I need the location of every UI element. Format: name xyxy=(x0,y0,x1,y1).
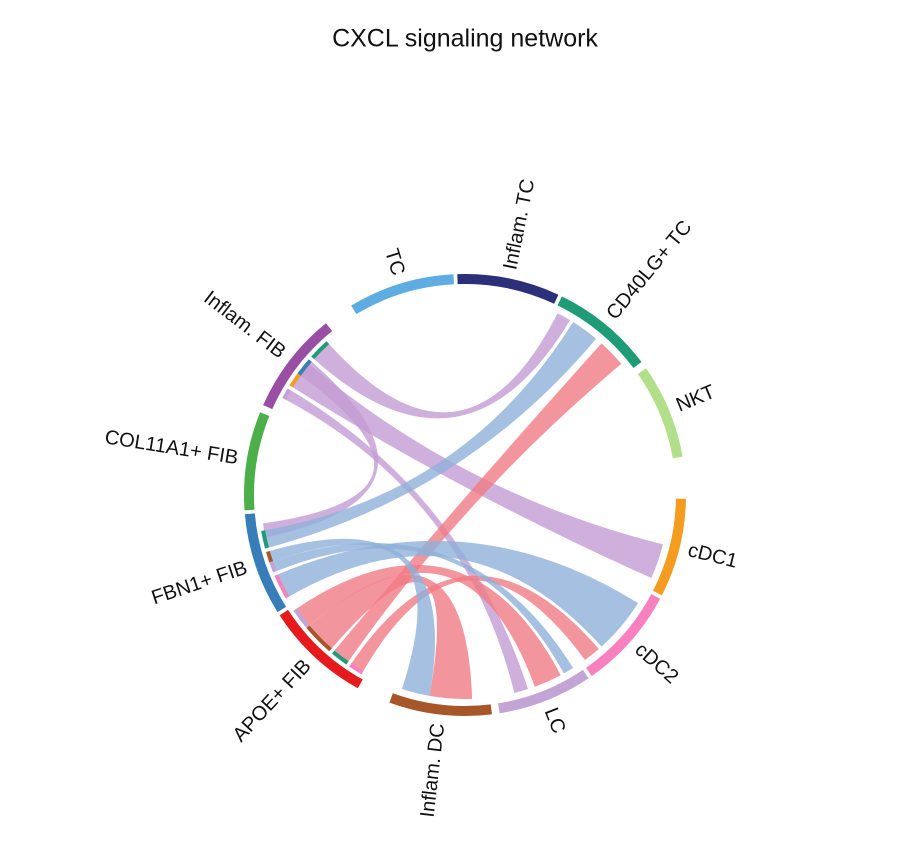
node-arc xyxy=(279,609,363,689)
node-label: NKT xyxy=(673,381,718,417)
node-arc xyxy=(244,412,270,511)
node-label: APOE+ FIB xyxy=(229,655,316,746)
node-arc xyxy=(457,274,559,304)
chord xyxy=(313,313,571,419)
node-label: cDC1 xyxy=(686,539,740,572)
inner-track xyxy=(331,650,349,665)
node-arc xyxy=(389,693,492,717)
inner-track xyxy=(266,550,274,563)
inner-track xyxy=(306,625,332,652)
node-label: TC xyxy=(380,246,409,278)
node-label: FBN1+ FIB xyxy=(149,557,250,609)
node-arc xyxy=(557,296,642,369)
node-label: Inflam. TC xyxy=(499,177,539,271)
node-arc xyxy=(637,368,683,459)
chord xyxy=(291,363,663,578)
chord xyxy=(264,321,597,548)
chord xyxy=(295,564,561,687)
node-arc xyxy=(653,498,686,596)
node-label: Inflam. FIB xyxy=(200,287,290,363)
inner-track xyxy=(293,608,310,629)
inner-track xyxy=(274,574,290,599)
node-arc xyxy=(351,274,454,315)
node-label: COL11A1+ FIB xyxy=(103,426,239,469)
inner-track xyxy=(282,388,291,400)
chord xyxy=(268,538,435,696)
node-arc xyxy=(498,669,589,714)
chord xyxy=(308,574,473,700)
arcs: TC Inflam. TC CD40LG+ TC NKT cDC1 cDC2 LC Infla… xyxy=(103,177,739,818)
chords xyxy=(262,313,663,700)
chord xyxy=(350,575,599,672)
inner-track xyxy=(261,530,269,549)
inner-track xyxy=(297,359,312,376)
chord xyxy=(262,361,379,538)
chord xyxy=(277,540,639,647)
node-arc xyxy=(586,594,661,677)
node-arc xyxy=(244,513,287,613)
inner-track xyxy=(269,561,277,573)
node-label: Inflam. DC xyxy=(417,722,450,818)
inner-track xyxy=(349,663,364,675)
node-label: CD40LG+ TC xyxy=(602,216,696,324)
inner-track xyxy=(311,341,330,360)
node-arc xyxy=(263,323,333,410)
title: CXCL signaling network xyxy=(332,25,598,53)
node-label: cDC2 xyxy=(630,639,682,689)
chord xyxy=(272,542,574,674)
node-label: LC xyxy=(540,705,570,737)
